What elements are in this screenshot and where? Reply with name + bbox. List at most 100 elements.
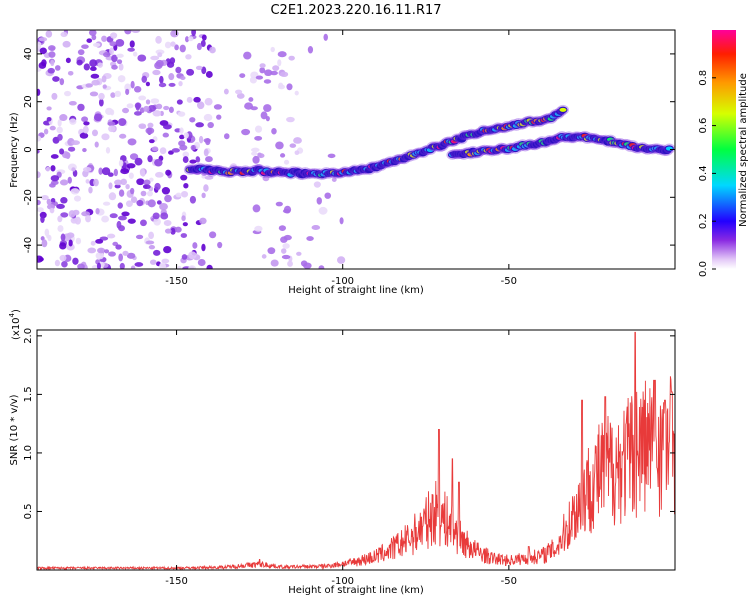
noise-blob bbox=[68, 239, 73, 247]
noise-blob bbox=[147, 199, 156, 208]
noise-blob bbox=[235, 89, 243, 95]
noise-blob bbox=[186, 96, 193, 103]
noise-blob bbox=[197, 259, 206, 267]
noise-blob bbox=[125, 88, 130, 95]
noise-blob bbox=[110, 109, 115, 116]
noise-blob bbox=[158, 82, 167, 88]
noise-blob bbox=[143, 105, 150, 112]
noise-blob bbox=[44, 228, 50, 237]
noise-blob bbox=[107, 121, 116, 126]
colorbar-tick-label: 0.0 bbox=[698, 261, 709, 277]
snr-panel: -150 -100 -50 0.5 1.0 1.5 2.0 Height of strai… bbox=[8, 309, 676, 596]
noise-blob bbox=[251, 151, 258, 156]
snr-y-axis-label: SNR (10 * v/v) bbox=[9, 394, 20, 465]
noise-blob bbox=[118, 215, 127, 221]
noise-blob bbox=[122, 107, 130, 114]
noise-blob bbox=[203, 148, 209, 157]
noise-blob bbox=[195, 156, 200, 162]
noise-blob bbox=[324, 192, 332, 199]
noise-blob bbox=[54, 259, 60, 267]
noise-blob bbox=[130, 196, 138, 203]
noise-blob bbox=[68, 210, 76, 218]
noise-blob bbox=[114, 184, 121, 189]
noise-blob bbox=[37, 149, 40, 154]
noise-blob bbox=[270, 70, 278, 76]
noise-blob bbox=[121, 211, 130, 217]
snr-background bbox=[37, 330, 675, 570]
noise-blob bbox=[201, 66, 207, 75]
noise-blob bbox=[170, 41, 176, 47]
noise-blob bbox=[205, 138, 211, 146]
noise-blob bbox=[135, 102, 140, 111]
noise-blob bbox=[50, 154, 59, 159]
noise-blob bbox=[79, 132, 89, 139]
y-tick-label: 20 bbox=[23, 95, 34, 108]
noise-blob bbox=[88, 30, 97, 36]
noise-blob bbox=[115, 38, 125, 47]
noise-blob bbox=[205, 156, 213, 163]
noise-blob bbox=[126, 163, 136, 169]
noise-blob bbox=[38, 37, 48, 42]
noise-blob bbox=[296, 251, 302, 256]
noise-blob bbox=[127, 47, 135, 52]
noise-blob bbox=[47, 234, 52, 242]
noise-blob bbox=[37, 199, 41, 206]
noise-blob bbox=[254, 135, 263, 141]
snr-x-axis-label: Height of straight line (km) bbox=[288, 585, 424, 596]
noise-blob bbox=[49, 207, 55, 214]
noise-blob bbox=[73, 195, 82, 202]
noise-blob bbox=[122, 250, 129, 256]
noise-blob bbox=[159, 75, 164, 84]
noise-blob bbox=[265, 115, 270, 122]
noise-blob bbox=[205, 71, 213, 78]
noise-blob bbox=[56, 203, 65, 209]
noise-blob bbox=[37, 207, 44, 213]
noise-blob bbox=[192, 242, 198, 249]
noise-blob bbox=[119, 133, 127, 139]
noise-blob bbox=[93, 113, 103, 122]
noise-blob bbox=[59, 179, 69, 186]
noise-blob bbox=[90, 66, 97, 72]
noise-blob bbox=[251, 147, 260, 153]
noise-blob bbox=[134, 157, 143, 166]
noise-blob bbox=[193, 96, 201, 103]
noise-blob bbox=[134, 262, 144, 267]
noise-blob bbox=[294, 150, 300, 156]
noise-blob bbox=[103, 51, 111, 58]
noise-blob bbox=[156, 200, 162, 205]
noise-blob bbox=[182, 156, 189, 164]
noise-blob bbox=[286, 116, 295, 123]
noise-blob bbox=[259, 67, 266, 74]
noise-blob bbox=[108, 182, 113, 190]
y-tick-label: 1.0 bbox=[23, 445, 34, 461]
noise-blob bbox=[67, 71, 74, 76]
noise-blob bbox=[188, 265, 197, 269]
spectrogram-x-ticks: -150 -100 -50 bbox=[165, 30, 517, 287]
noise-blob bbox=[138, 95, 147, 101]
noise-blob bbox=[70, 217, 78, 224]
noise-blob bbox=[116, 53, 124, 58]
noise-blob bbox=[264, 69, 273, 77]
noise-blob bbox=[149, 177, 154, 182]
noise-blob bbox=[179, 134, 185, 140]
noise-blob bbox=[83, 121, 90, 126]
noise-blob bbox=[62, 40, 71, 48]
noise-blob bbox=[109, 213, 118, 219]
spectral-track bbox=[446, 130, 675, 160]
noise-blob bbox=[126, 252, 136, 259]
spectrogram-y-ticks: -40 -20 0 20 40 bbox=[23, 48, 675, 253]
noise-blob bbox=[196, 101, 205, 110]
noise-blob bbox=[161, 186, 171, 195]
noise-blob bbox=[223, 88, 229, 95]
noise-blob bbox=[277, 59, 282, 67]
noise-blob bbox=[159, 262, 166, 269]
noise-blob bbox=[82, 125, 89, 134]
noise-blob bbox=[277, 51, 287, 58]
snr-scale-label: (x104) bbox=[8, 309, 22, 340]
colorbar: 0.0 0.2 0.4 0.6 0.8 Normalized spectral ampl… bbox=[698, 30, 749, 277]
noise-blob bbox=[65, 57, 71, 64]
noise-blob bbox=[57, 215, 63, 223]
noise-blob bbox=[65, 152, 71, 159]
noise-blob bbox=[45, 30, 53, 38]
